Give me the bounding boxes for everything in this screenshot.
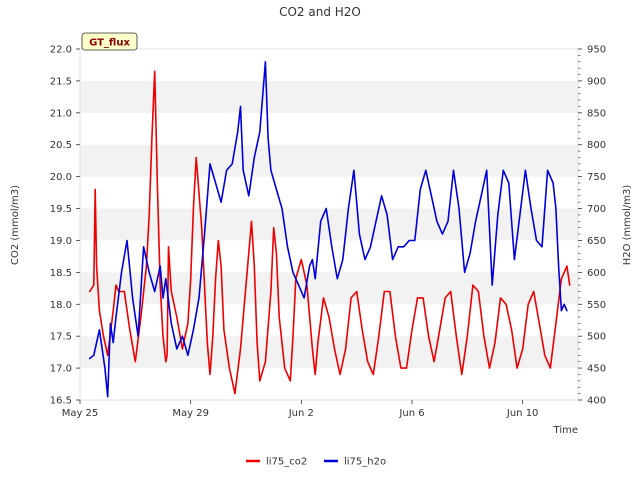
grid-band <box>80 144 578 177</box>
left-axis-ticks: 16.5 17.0 17.5 18.0 18.5 19.0 19.5 20.0 20.5 21.0… <box>50 45 80 407</box>
series-line-li75-h2o <box>88 60 568 398</box>
y-right-tick-label: 550 <box>587 300 606 311</box>
grid-band <box>80 80 578 113</box>
y-right-tick-label: 450 <box>587 364 606 375</box>
gt-flux-badge-label: GT_flux <box>89 38 130 49</box>
chart-title: CO2 and H2O <box>279 5 361 19</box>
y-left-tick-label: 16.5 <box>50 396 72 407</box>
y-right-tick-label: 900 <box>587 76 606 87</box>
series-line-li75-co2 <box>88 70 571 395</box>
legend-label: li75_h2o <box>344 457 386 468</box>
y-right-tick-label: 500 <box>587 332 606 343</box>
plot-frame <box>79 48 579 401</box>
y-left-tick-label: 21.0 <box>50 108 72 119</box>
right-axis-ticks: 400 450 500 550 600 650 700 750 800 850 900 950 <box>578 45 606 407</box>
y-right-tick-label: 400 <box>587 396 606 407</box>
legend: li75_co2 li75_h2o <box>246 457 386 468</box>
series-layer <box>88 60 571 398</box>
y-left-tick-label: 19.0 <box>50 236 72 247</box>
x-tick-label: May 25 <box>62 408 99 419</box>
grid-band <box>80 336 578 369</box>
grid-bands <box>80 80 578 369</box>
y-axis-right-label: H2O (mmol/m3) <box>622 185 633 266</box>
y-right-tick-label: 600 <box>587 268 606 279</box>
y-axis-left-label: CO2 (mmol/m3) <box>10 185 21 265</box>
x-tick-label: May 29 <box>172 408 209 419</box>
y-right-tick-label: 700 <box>587 204 606 215</box>
x-tick-label: Jun 6 <box>398 408 424 419</box>
y-right-tick-label: 650 <box>587 236 606 247</box>
y-right-tick-label: 850 <box>587 108 606 119</box>
grid-band <box>80 272 578 305</box>
x-axis-label: Time <box>553 425 578 436</box>
y-left-tick-label: 18.5 <box>50 268 72 279</box>
y-right-tick-label: 750 <box>587 172 606 183</box>
y-left-tick-label: 20.0 <box>50 172 72 183</box>
y-left-tick-label: 20.5 <box>50 140 72 151</box>
x-axis-ticks: May 25 May 29 Jun 2 Jun 6 Jun 10 <box>62 400 539 419</box>
y-left-tick-label: 21.5 <box>50 76 72 87</box>
y-left-tick-label: 19.5 <box>50 204 72 215</box>
y-left-tick-label: 17.5 <box>50 332 72 343</box>
y-right-tick-label: 950 <box>587 45 606 56</box>
y-left-tick-label: 17.0 <box>50 364 72 375</box>
y-left-tick-label: 22.0 <box>50 45 72 56</box>
x-tick-label: Jun 2 <box>288 408 314 419</box>
gt-flux-badge: GT_flux <box>81 32 138 51</box>
legend-label: li75_co2 <box>266 457 307 468</box>
y-left-tick-label: 18.0 <box>50 300 72 311</box>
x-tick-label: Jun 10 <box>506 408 539 419</box>
y-right-tick-label: 800 <box>587 140 606 151</box>
